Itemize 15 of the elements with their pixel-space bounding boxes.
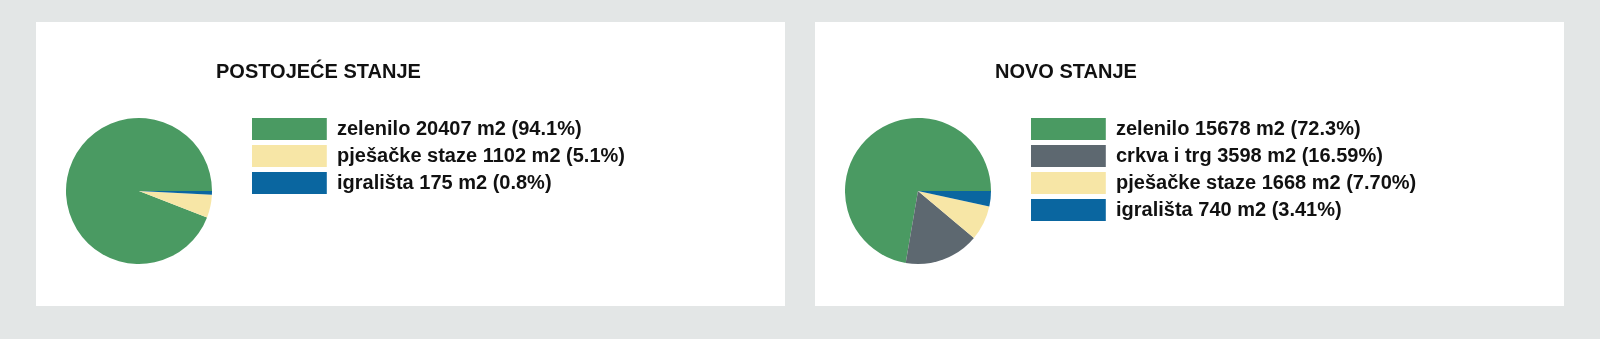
legend-label: pješačke staze 1668 m2 (7.70%) (1116, 171, 1417, 193)
pie-slice (918, 191, 991, 207)
legend-label: pješačke staze 1102 m2 (5.1%) (337, 144, 625, 166)
legend-label: zelenilo 15678 m2 (72.3%) (1116, 117, 1361, 139)
pie-slice (845, 118, 991, 263)
pie-slice (66, 118, 212, 264)
chart-title: NOVO STANJE (995, 60, 1137, 82)
pie-slice (905, 191, 974, 264)
legend-label: crkva i trg 3598 m2 (16.59%) (1116, 144, 1383, 166)
legend-label: zelenilo 20407 m2 (94.1%) (337, 117, 582, 139)
chart-title: POSTOJEĆE STANJE (216, 59, 421, 82)
pie-slice (918, 191, 990, 238)
legend-label: igrališta 740 m2 (3.41%) (1116, 198, 1342, 220)
pie-slice (139, 191, 212, 218)
legend-label: igrališta 175 m2 (0.8%) (337, 171, 552, 193)
